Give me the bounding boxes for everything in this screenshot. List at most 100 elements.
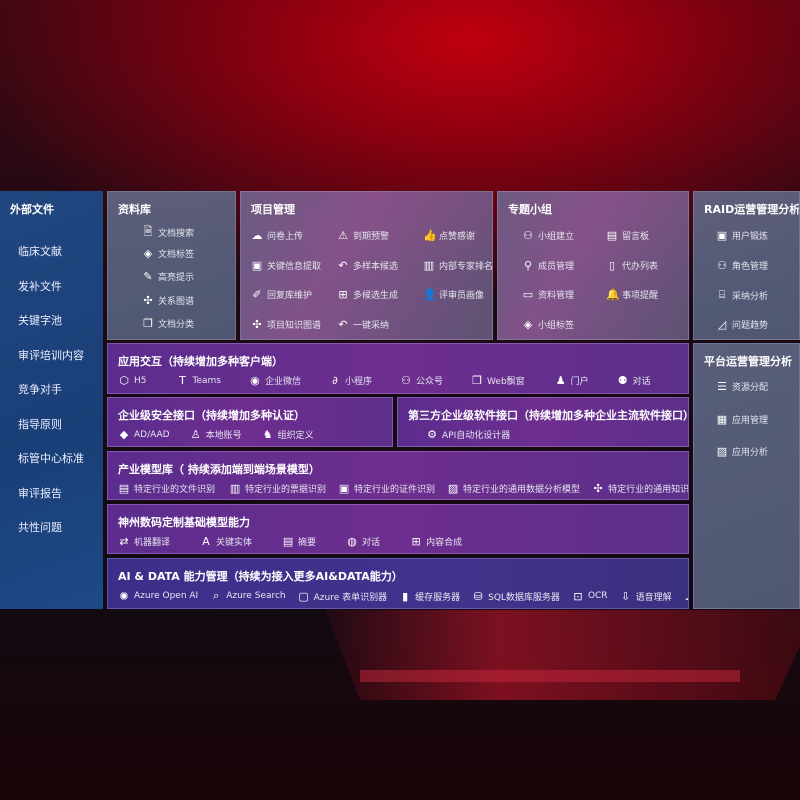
menu-item[interactable]: 👍 点赞感谢 bbox=[423, 229, 475, 242]
menu-item[interactable]: ⬡ H5 bbox=[118, 374, 146, 387]
menu-item[interactable]: ⚇ 小组建立 bbox=[522, 229, 574, 242]
menu-item[interactable]: ☁ 问卷上传 bbox=[251, 229, 304, 242]
sidebar-item[interactable]: 标管中心标准 bbox=[18, 452, 84, 465]
menu-item[interactable]: ▨ 特定行业的通用数据分析模型 bbox=[447, 482, 580, 495]
menu-item[interactable]: ▥ 内部专家排名 bbox=[423, 259, 493, 272]
menu-item-label: 留言板 bbox=[622, 232, 650, 242]
menu-item[interactable]: ✐ 回复库维护 bbox=[251, 288, 312, 301]
menu-item[interactable]: ↶ 一键采纳 bbox=[337, 318, 389, 331]
menu-item[interactable]: ▥ 特定行业的票据识别 bbox=[229, 482, 326, 495]
users-icon: ⚇ bbox=[401, 374, 411, 387]
menu-item[interactable]: ⌸ 采纳分析 bbox=[716, 288, 768, 302]
menu-item[interactable]: ❐ 文档分类 bbox=[142, 317, 194, 330]
form-icon: ▢ bbox=[298, 589, 309, 603]
menu-item[interactable]: 🗎 文档搜索 bbox=[142, 223, 194, 242]
menu-item[interactable]: ✣ 特定行业的通用知识图谱模型 bbox=[592, 482, 688, 495]
menu-item[interactable]: ✣ 关系图谱 bbox=[142, 294, 194, 307]
menu-item[interactable]: ☰ 资源分配 bbox=[716, 380, 768, 393]
menu-item-label: 内部专家排名 bbox=[439, 261, 493, 272]
menu-item[interactable]: ⚇ 角色管理 bbox=[716, 259, 768, 272]
menu-item[interactable]: ◿ 问题趋势 bbox=[716, 318, 768, 331]
menu-item[interactable]: ⚉ 对话 bbox=[617, 374, 651, 387]
sidebar-external-files: 外部文件 临床文献 发补文件 关键字池 审评培训内容 竞争对手 指导原则 标管中心标准 审评报… bbox=[0, 191, 103, 609]
sidebar-item[interactable]: 审评培训内容 bbox=[18, 348, 84, 362]
menu-item[interactable]: ✣ 项目知识图谱 bbox=[251, 318, 321, 331]
clipboard-icon: ▯ bbox=[608, 258, 616, 272]
menu-item-label: Azure Search bbox=[226, 591, 286, 601]
menu-item-label: 到期预警 bbox=[353, 232, 390, 242]
menu-item[interactable]: ⇩ 语音理解 bbox=[620, 589, 672, 603]
sidebar-item[interactable]: 关键字池 bbox=[18, 314, 62, 327]
menu-item[interactable]: ♬TTS bbox=[684, 589, 688, 603]
mini-program-icon: ∂ bbox=[332, 374, 338, 387]
menu-item[interactable]: ♙ 本地账号 bbox=[190, 428, 242, 441]
sidebar-item[interactable]: 审评报告 bbox=[18, 486, 62, 500]
puzzle-icon: ⊞ bbox=[411, 535, 421, 548]
menu-item[interactable]: A 关键实体 bbox=[200, 535, 252, 548]
menu-item[interactable]: ⌕ Azure Search bbox=[210, 589, 286, 603]
project-title: 项目管理 bbox=[251, 203, 295, 216]
sidebar-item[interactable]: 临床文献 bbox=[18, 245, 62, 258]
menu-item[interactable]: ⇄ 机器翻译 bbox=[118, 535, 170, 548]
sidebar-item[interactable]: 发补文件 bbox=[18, 279, 62, 293]
graph-icon: ✣ bbox=[593, 482, 603, 495]
database-icon: ⛁ bbox=[473, 589, 483, 603]
menu-item[interactable]: ⊞ 多候选生成 bbox=[337, 288, 398, 301]
menu-item-label: 对话 bbox=[632, 377, 651, 387]
menu-item[interactable]: ◆ AD/AAD bbox=[118, 428, 170, 441]
menu-item-label: 公众号 bbox=[416, 377, 444, 387]
sidebar-item[interactable]: 竞争对手 bbox=[18, 383, 62, 396]
cloud-upload-icon: ☁ bbox=[251, 229, 263, 242]
tag-icon: ◈ bbox=[523, 317, 533, 331]
project-panel: 项目管理 ☁ 问卷上传 ⚠ 到期预警 👍 点赞感谢 ▣ 关键信息提取 ↶ 多样本候选 ▥ 内部专家排名… bbox=[240, 191, 493, 340]
menu-item[interactable]: ⚇ 公众号 bbox=[400, 374, 443, 387]
menu-item[interactable]: ▣ 特定行业的证件识别 bbox=[338, 482, 435, 495]
menu-item[interactable]: ▣ 用户锻炼 bbox=[716, 229, 768, 242]
menu-item[interactable]: ⚙ API自动化设计器 bbox=[426, 428, 510, 441]
menu-item[interactable]: ⊞ 内容合成 bbox=[410, 535, 462, 548]
menu-item[interactable]: ▨ 应用分析 bbox=[716, 445, 768, 458]
menu-item[interactable]: ⊡ OCR bbox=[572, 589, 607, 603]
menu-item[interactable]: ▣ 关键信息提取 bbox=[251, 259, 321, 272]
menu-item[interactable]: ▢ Azure 表单识别器 bbox=[298, 589, 387, 603]
menu-item[interactable]: ▤ 摘要 bbox=[282, 535, 316, 548]
menu-item[interactable]: ▮ 缓存服务器 bbox=[399, 589, 460, 603]
menu-item[interactable]: ↶ 多样本候选 bbox=[337, 259, 398, 272]
menu-item-label: 回复库维护 bbox=[267, 291, 313, 301]
sidebar-item[interactable]: 共性问题 bbox=[18, 521, 62, 534]
menu-item[interactable]: 🔔 事项提醒 bbox=[606, 288, 658, 301]
menu-item[interactable]: ◈ 文档标签 bbox=[142, 247, 194, 260]
menu-item[interactable]: T Teams bbox=[177, 374, 221, 387]
menu-item[interactable]: ▯ 代办列表 bbox=[606, 259, 658, 272]
menu-item[interactable]: ✺ Azure Open AI bbox=[118, 589, 198, 603]
pen-icon: ✎ bbox=[143, 270, 153, 283]
trend-icon: ◿ bbox=[717, 317, 727, 331]
users-icon: ⚇ bbox=[717, 258, 727, 272]
menu-item[interactable]: ❒ Web飘窗 bbox=[471, 374, 525, 387]
menu-item[interactable]: ◈ 小组标签 bbox=[522, 318, 574, 331]
menu-item[interactable]: ◍ 对话 bbox=[346, 535, 380, 548]
menu-item[interactable]: ▤ 留言板 bbox=[606, 229, 649, 242]
menu-item[interactable]: ⚠ 到期预警 bbox=[337, 229, 389, 242]
menu-item[interactable]: 👤 评审员画像 bbox=[423, 288, 484, 301]
background-shape bbox=[360, 670, 740, 682]
menu-item-label: 角色管理 bbox=[732, 261, 769, 272]
menu-item[interactable]: ∂ 小程序 bbox=[329, 374, 372, 387]
menu-item[interactable]: ⚲ 成员管理 bbox=[522, 259, 574, 272]
window-icon: ❒ bbox=[472, 374, 482, 387]
edit-icon: ✐ bbox=[252, 288, 262, 301]
menu-item[interactable]: ▦ 应用管理 bbox=[716, 413, 768, 426]
menu-item[interactable]: ♟ 门户 bbox=[555, 374, 589, 387]
sidebar-item[interactable]: 指导原则 bbox=[18, 417, 62, 431]
menu-item[interactable]: ✎ 高亮提示 bbox=[142, 270, 194, 283]
menu-item[interactable]: ▭ 资料管理 bbox=[522, 288, 574, 301]
menu-item[interactable]: ▤ 特定行业的文件识别 bbox=[118, 482, 215, 495]
menu-item-label: AD/AAD bbox=[134, 429, 170, 440]
search-doc-icon: ⌕ bbox=[213, 589, 220, 602]
menu-item[interactable]: ◉ 企业微信 bbox=[249, 374, 301, 387]
menu-item-label: Web飘窗 bbox=[487, 377, 525, 387]
ai-title: AI & DATA 能力管理（持续为接入更多AI&DATA能力） bbox=[118, 570, 403, 583]
menu-item[interactable]: ♞ 组织定义 bbox=[262, 428, 314, 441]
voice-icon: ⇩ bbox=[620, 589, 631, 603]
menu-item[interactable]: ⛁ SQL数据库服务器 bbox=[472, 589, 560, 603]
